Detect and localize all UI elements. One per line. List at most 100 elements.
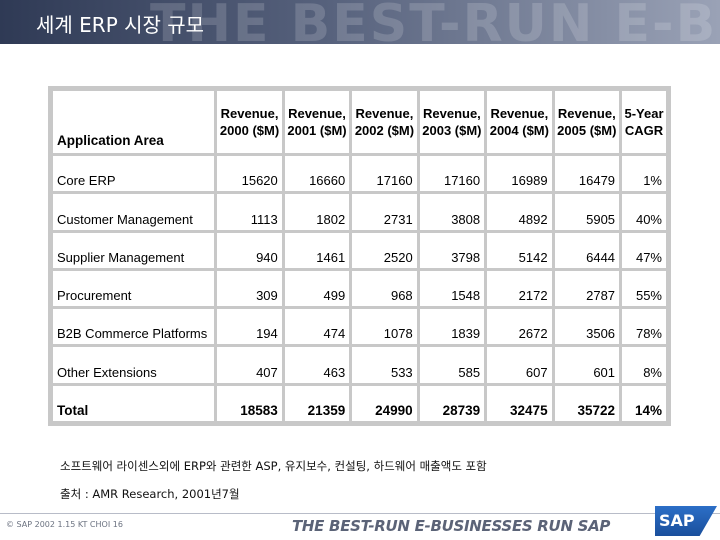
table-cell-revenue: 601: [554, 347, 620, 383]
table-cell-revenue: 2672: [487, 309, 552, 345]
table-cell-revenue: 1839: [419, 309, 485, 345]
table-cell-revenue: 2172: [487, 270, 552, 307]
column-header-line: Revenue,: [557, 106, 616, 121]
table-cell-revenue: 585: [419, 347, 485, 383]
table-cell-revenue: 24990: [352, 385, 417, 421]
table-cell-revenue: 3798: [419, 232, 485, 268]
table-cell-revenue: 6444: [554, 232, 620, 268]
table-cell-revenue: 17160: [419, 156, 485, 192]
table-cell-revenue: 499: [284, 270, 350, 307]
column-header-line: Revenue,: [355, 106, 414, 121]
table-cell-revenue: 1113: [217, 194, 282, 230]
table-cell-revenue: 16479: [554, 156, 620, 192]
column-header: Revenue, 2003 ($M): [419, 91, 485, 153]
table-cell-cagr: 78%: [622, 309, 666, 345]
column-header-line: Revenue,: [288, 106, 346, 121]
table-cell-revenue: 1078: [352, 309, 417, 345]
table-cell-area: Other Extensions: [53, 347, 215, 383]
table-cell-revenue: 2787: [554, 270, 620, 307]
table-cell-revenue: 5905: [554, 194, 620, 230]
column-header: Revenue, 2004 ($M): [487, 91, 552, 153]
table-row: Supplier Management 940 1461 2520 3798 5142 64…: [53, 232, 666, 268]
table-cell-revenue: 4892: [487, 194, 552, 230]
column-header-line: Revenue,: [490, 106, 549, 121]
table-cell-revenue: 2520: [352, 232, 417, 268]
table-total-row: Total 18583 21359 24990 28739 32475 35722 14%: [53, 385, 666, 421]
table-cell-revenue: 1548: [419, 270, 485, 307]
table-cell-revenue: 533: [352, 347, 417, 383]
table-row: Procurement 309 499 968 1548 2172 2787 55%: [53, 270, 666, 307]
table-cell-revenue: 1461: [284, 232, 350, 268]
column-header-line: Application Area: [57, 133, 164, 148]
table-cell-revenue: 16989: [487, 156, 552, 192]
column-header-line: 2004 ($M): [489, 123, 549, 138]
column-header-line: 5-Year: [624, 106, 664, 121]
table-note: 소프트웨어 라이센스외에 ERP와 관련한 ASP, 유지보수, 컨설팅, 하드…: [60, 459, 487, 473]
table-source: 출처 : AMR Research, 2001년7월: [60, 487, 240, 501]
table-cell-cagr: 8%: [622, 347, 666, 383]
table-cell-cagr: 47%: [622, 232, 666, 268]
column-header-line: CAGR: [624, 123, 664, 138]
table-header-row: Application Area Revenue, 2000 ($M) Revenue…: [53, 91, 666, 153]
sap-logo-text: SAP: [659, 511, 695, 530]
footer-divider: [0, 513, 720, 514]
column-header-line: 2003 ($M): [422, 123, 482, 138]
table-cell-revenue: 968: [352, 270, 417, 307]
table-cell-revenue: 3506: [554, 309, 620, 345]
table-row: Other Extensions 407 463 533 585 607 601 8%: [53, 347, 666, 383]
table-cell-revenue: 940: [217, 232, 282, 268]
table-cell-revenue: 32475: [487, 385, 552, 421]
column-header-line: Revenue,: [422, 106, 481, 121]
footer-copyright: © SAP 2002 1.15 KT CHOI 16: [6, 520, 123, 529]
table-row: Customer Management 1113 1802 2731 3808 4892 5…: [53, 194, 666, 230]
table-cell-cagr: 1%: [622, 156, 666, 192]
column-header: Revenue, 2005 ($M): [554, 91, 620, 153]
footer-tagline: THE BEST-RUN E-BUSINESSES RUN SAP: [292, 517, 611, 535]
column-header-line: 2005 ($M): [557, 123, 617, 138]
table-cell-revenue: 3808: [419, 194, 485, 230]
header-watermark: THE BEST-RUN E-BUS: [150, 0, 720, 44]
table-cell-revenue: 16660: [284, 156, 350, 192]
column-header-line: 2002 ($M): [354, 123, 415, 138]
column-header: Revenue, 2002 ($M): [352, 91, 417, 153]
table-cell-area: Procurement: [53, 270, 215, 307]
table-cell-area: B2B Commerce Platforms: [53, 309, 215, 345]
table-body: Core ERP 15620 16660 17160 17160 16989 16479 1%…: [53, 156, 666, 421]
erp-market-table-container: Application Area Revenue, 2000 ($M) Revenue…: [48, 86, 671, 426]
table-cell-revenue: 309: [217, 270, 282, 307]
table-cell-area: Customer Management: [53, 194, 215, 230]
table-cell-revenue: 5142: [487, 232, 552, 268]
table-cell-revenue: 17160: [352, 156, 417, 192]
table-cell-area: Supplier Management: [53, 232, 215, 268]
column-header-line: 2001 ($M): [287, 123, 347, 138]
table-cell-revenue: 18583: [217, 385, 282, 421]
column-header-area: Application Area: [53, 91, 215, 153]
table-cell-revenue: 474: [284, 309, 350, 345]
table-cell-cagr: 40%: [622, 194, 666, 230]
column-header: Revenue, 2000 ($M): [217, 91, 282, 153]
table-cell-revenue: 21359: [284, 385, 350, 421]
table-row: Core ERP 15620 16660 17160 17160 16989 16479 1%: [53, 156, 666, 192]
slide-title: 세계 ERP 시장 규모: [36, 13, 205, 37]
table-cell-revenue: 463: [284, 347, 350, 383]
table-cell-cagr: 55%: [622, 270, 666, 307]
table-cell-revenue: 607: [487, 347, 552, 383]
table-cell-revenue: 28739: [419, 385, 485, 421]
table-cell-revenue: 407: [217, 347, 282, 383]
table-cell-revenue: 194: [217, 309, 282, 345]
table-cell-revenue: 2731: [352, 194, 417, 230]
column-header: Revenue, 2001 ($M): [284, 91, 350, 153]
sap-logo: SAP: [655, 506, 717, 536]
table-cell-area: Total: [53, 385, 215, 421]
table-cell-revenue: 15620: [217, 156, 282, 192]
table-cell-cagr: 14%: [622, 385, 666, 421]
table-row: B2B Commerce Platforms 194 474 1078 1839 2672…: [53, 309, 666, 345]
table-cell-revenue: 35722: [554, 385, 620, 421]
column-header-line: Revenue,: [220, 106, 279, 121]
erp-market-table: Application Area Revenue, 2000 ($M) Revenue…: [50, 88, 669, 424]
slide-header: THE BEST-RUN E-BUS 세계 ERP 시장 규모: [0, 0, 720, 44]
column-header: 5-Year CAGR: [622, 91, 666, 153]
table-cell-revenue: 1802: [284, 194, 350, 230]
column-header-line: 2000 ($M): [219, 123, 280, 138]
table-cell-area: Core ERP: [53, 156, 215, 192]
